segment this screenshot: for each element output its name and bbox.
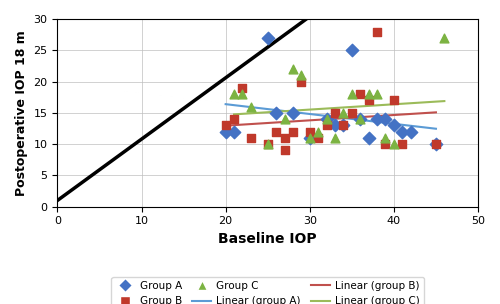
Group A bbox=[230, 129, 238, 134]
Group A bbox=[356, 117, 364, 122]
Group A bbox=[340, 123, 347, 128]
Group C bbox=[364, 92, 372, 96]
Group C bbox=[306, 136, 314, 140]
Group B bbox=[340, 123, 347, 128]
Group C bbox=[314, 129, 322, 134]
Group B bbox=[272, 129, 280, 134]
Group B bbox=[322, 123, 330, 128]
Group B bbox=[348, 110, 356, 115]
Group A bbox=[306, 136, 314, 140]
Group B bbox=[373, 29, 381, 34]
Group A bbox=[264, 35, 272, 40]
Group B bbox=[364, 98, 372, 103]
Group B bbox=[238, 85, 246, 90]
Group C bbox=[373, 92, 381, 96]
Group B bbox=[280, 136, 288, 140]
Group A bbox=[272, 110, 280, 115]
Group A bbox=[373, 117, 381, 122]
Group B bbox=[280, 148, 288, 153]
Group B bbox=[306, 129, 314, 134]
Group C bbox=[348, 92, 356, 96]
Group C bbox=[230, 92, 238, 96]
Group A bbox=[432, 142, 440, 147]
Group B bbox=[382, 142, 390, 147]
Group B bbox=[264, 142, 272, 147]
Group C bbox=[238, 92, 246, 96]
Group B bbox=[230, 117, 238, 122]
Group A bbox=[364, 136, 372, 140]
Legend: Group A, Group B, Group C, Linear (group A), Linear (group B), Linear (group C): Group A, Group B, Group C, Linear (group… bbox=[112, 277, 424, 304]
Group B bbox=[390, 98, 398, 103]
Group A bbox=[289, 110, 297, 115]
Group C bbox=[340, 110, 347, 115]
Group A bbox=[382, 117, 390, 122]
Group C bbox=[322, 117, 330, 122]
Group C bbox=[264, 142, 272, 147]
Y-axis label: Postoperative IOP 18 m: Postoperative IOP 18 m bbox=[15, 30, 28, 196]
Group A bbox=[348, 48, 356, 53]
Group A bbox=[222, 129, 230, 134]
Group A bbox=[406, 129, 414, 134]
Group C bbox=[390, 142, 398, 147]
Group A bbox=[390, 123, 398, 128]
Group A bbox=[398, 129, 406, 134]
Group B bbox=[398, 142, 406, 147]
Group C bbox=[280, 117, 288, 122]
Group C bbox=[382, 136, 390, 140]
Group B bbox=[289, 129, 297, 134]
Group C bbox=[440, 35, 448, 40]
Group C bbox=[331, 136, 339, 140]
Group B bbox=[331, 110, 339, 115]
Group B bbox=[314, 136, 322, 140]
Group B bbox=[222, 123, 230, 128]
Group B bbox=[298, 79, 306, 84]
Group A bbox=[322, 117, 330, 122]
Group B bbox=[432, 142, 440, 147]
Group B bbox=[356, 92, 364, 96]
X-axis label: Baseline IOP: Baseline IOP bbox=[218, 232, 317, 246]
Group C bbox=[289, 67, 297, 71]
Group C bbox=[298, 73, 306, 78]
Group C bbox=[356, 117, 364, 122]
Group A bbox=[331, 123, 339, 128]
Group B bbox=[247, 136, 255, 140]
Group C bbox=[247, 104, 255, 109]
